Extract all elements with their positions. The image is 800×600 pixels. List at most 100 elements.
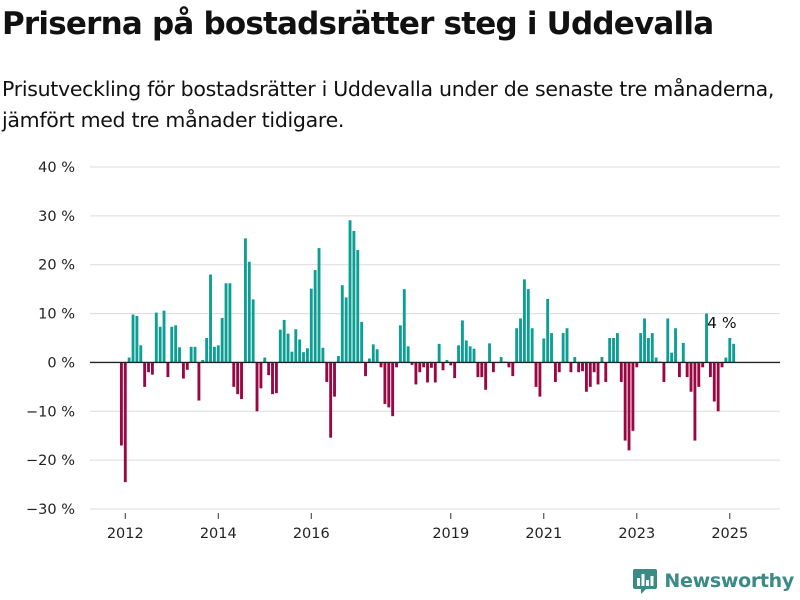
bar — [220, 317, 224, 363]
bar — [437, 343, 441, 363]
bar-chart-logo-icon — [633, 569, 658, 594]
bar — [127, 357, 131, 363]
bar — [627, 362, 631, 451]
bar — [623, 362, 627, 441]
x-tick-label: 2025 — [711, 526, 748, 542]
bar — [445, 359, 449, 363]
bar — [143, 362, 147, 387]
bar — [205, 338, 209, 363]
bar — [677, 362, 681, 378]
bar — [666, 318, 670, 363]
bar — [402, 289, 406, 363]
bar — [476, 362, 480, 378]
bar — [387, 362, 391, 408]
bar — [577, 362, 581, 373]
bar — [317, 248, 321, 363]
bar — [154, 312, 158, 363]
bar — [406, 346, 410, 363]
bar — [639, 333, 643, 363]
bar — [453, 362, 457, 379]
bar — [588, 362, 592, 387]
x-tick-label: 2023 — [618, 526, 655, 542]
bar — [457, 345, 460, 363]
bar — [460, 320, 464, 363]
bar — [615, 333, 619, 363]
y-tick-label: −30 % — [26, 502, 75, 518]
bar — [274, 362, 278, 394]
bar — [147, 362, 150, 373]
bar — [255, 362, 259, 412]
bar — [240, 362, 243, 400]
bar — [259, 362, 263, 389]
bar — [414, 362, 418, 385]
bar — [491, 362, 495, 373]
bar — [499, 357, 503, 363]
bar — [216, 345, 220, 363]
y-tick-label: −20 % — [26, 453, 75, 469]
chart-subtitle: Prisutveckling för bostadsrätter i Uddev… — [2, 77, 775, 132]
bar — [321, 347, 325, 363]
bar — [340, 285, 344, 363]
bar — [383, 362, 387, 404]
annotation-label: 4 % — [707, 314, 737, 332]
bar — [449, 362, 453, 366]
bar — [654, 357, 658, 363]
newsworthy-brand: Newsworthy — [632, 566, 794, 596]
gridlines — [90, 166, 780, 510]
bar — [530, 328, 534, 363]
bar — [600, 357, 604, 363]
bar — [643, 318, 646, 363]
bar — [178, 347, 181, 363]
bar — [472, 348, 476, 363]
bar — [635, 362, 639, 368]
bar — [650, 333, 654, 363]
bar — [592, 362, 596, 373]
y-tick-label: 40 % — [38, 160, 75, 176]
x-tick-label: 2019 — [432, 526, 469, 542]
bar — [181, 362, 185, 379]
bar — [519, 318, 522, 363]
bar — [728, 338, 732, 363]
bar — [282, 319, 286, 363]
bar — [309, 288, 313, 363]
bar — [534, 362, 538, 387]
bar — [542, 338, 546, 363]
bar — [193, 346, 197, 363]
bar — [313, 270, 317, 363]
annotations: 4 % — [707, 314, 737, 332]
bar — [433, 362, 437, 383]
bar — [398, 325, 402, 363]
bar — [705, 313, 708, 363]
bar — [689, 362, 693, 392]
bar — [464, 340, 468, 363]
bar — [538, 362, 542, 397]
bar — [139, 345, 143, 363]
x-tick-label: 2021 — [525, 526, 562, 542]
bar — [732, 343, 736, 363]
bar — [325, 362, 329, 382]
bar — [228, 283, 232, 363]
bar — [391, 362, 395, 417]
bar — [185, 362, 189, 370]
bar — [290, 351, 294, 363]
bar — [426, 362, 429, 383]
bars — [119, 220, 736, 483]
bar — [395, 362, 398, 368]
bar — [662, 362, 666, 382]
x-axis-ticks: 2012 2014 2016 2019 2021 2023 2025 — [107, 513, 748, 542]
bar — [247, 261, 251, 363]
bar — [379, 362, 383, 368]
x-tick-label: 2014 — [200, 526, 237, 542]
bar — [565, 328, 569, 363]
bar — [550, 333, 553, 363]
x-tick-label: 2016 — [293, 526, 330, 542]
bar — [197, 362, 201, 401]
bar — [708, 362, 712, 378]
bar — [224, 283, 228, 363]
bar — [604, 362, 608, 382]
bar — [480, 362, 484, 378]
bar — [174, 325, 178, 363]
bar — [360, 321, 364, 363]
bar — [429, 362, 433, 368]
bar — [294, 329, 298, 363]
